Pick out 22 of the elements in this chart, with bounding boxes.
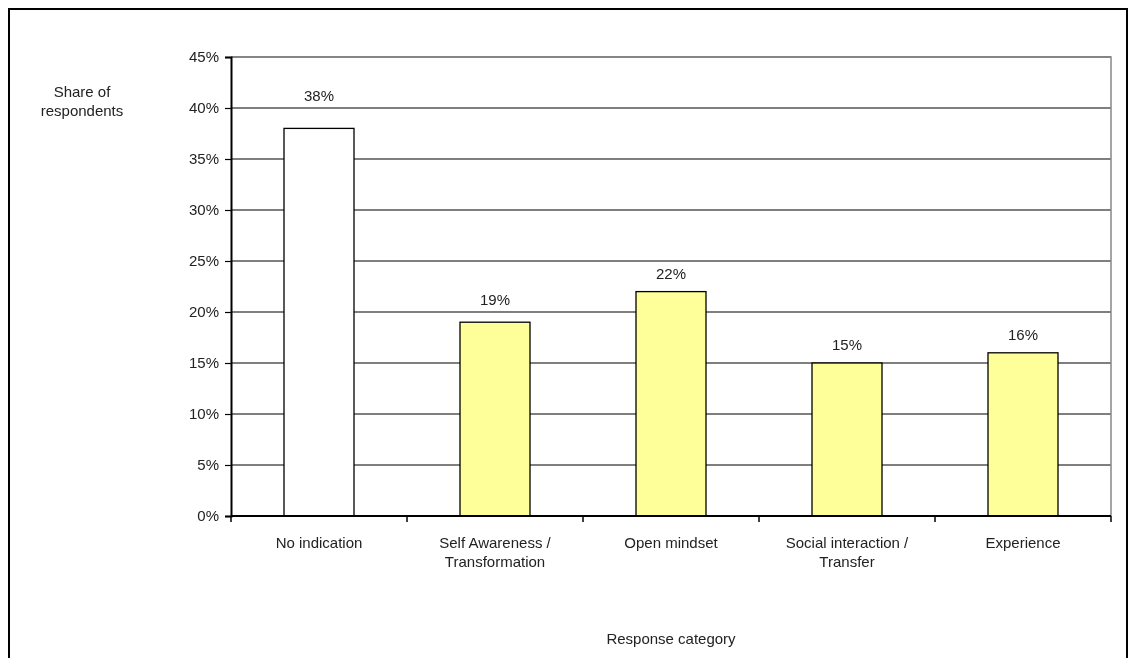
y-tick-label: 0%	[197, 507, 219, 525]
y-tick-label: 20%	[188, 303, 219, 321]
data-label: 22%	[655, 264, 687, 282]
x-tick-label: Self Awareness / Transformation	[439, 534, 552, 570]
y-tick-label: 15%	[188, 354, 219, 372]
y-tick-label: 35%	[188, 150, 219, 168]
data-label: 15%	[831, 336, 863, 353]
y-tick-label: 5%	[197, 456, 219, 474]
x-tick-label: No indication	[275, 534, 363, 551]
x-tick-label: Open mindset	[624, 534, 719, 551]
y-tick-label: 30%	[188, 201, 219, 219]
x-axis-title: Response category	[606, 630, 737, 647]
data-label: 38%	[303, 87, 335, 104]
y-tick-label: 40%	[188, 99, 219, 117]
x-tick-label: Experience	[985, 534, 1061, 551]
y-axis-title: Share of respondents	[40, 83, 124, 119]
y-tick-label: 45%	[188, 48, 219, 66]
y-tick-label: 10%	[188, 405, 219, 423]
data-label: 16%	[1007, 325, 1039, 343]
y-tick-label: 25%	[188, 252, 219, 270]
data-label: 19%	[479, 291, 511, 308]
x-tick-label: Social interaction / Transfer	[785, 534, 910, 570]
